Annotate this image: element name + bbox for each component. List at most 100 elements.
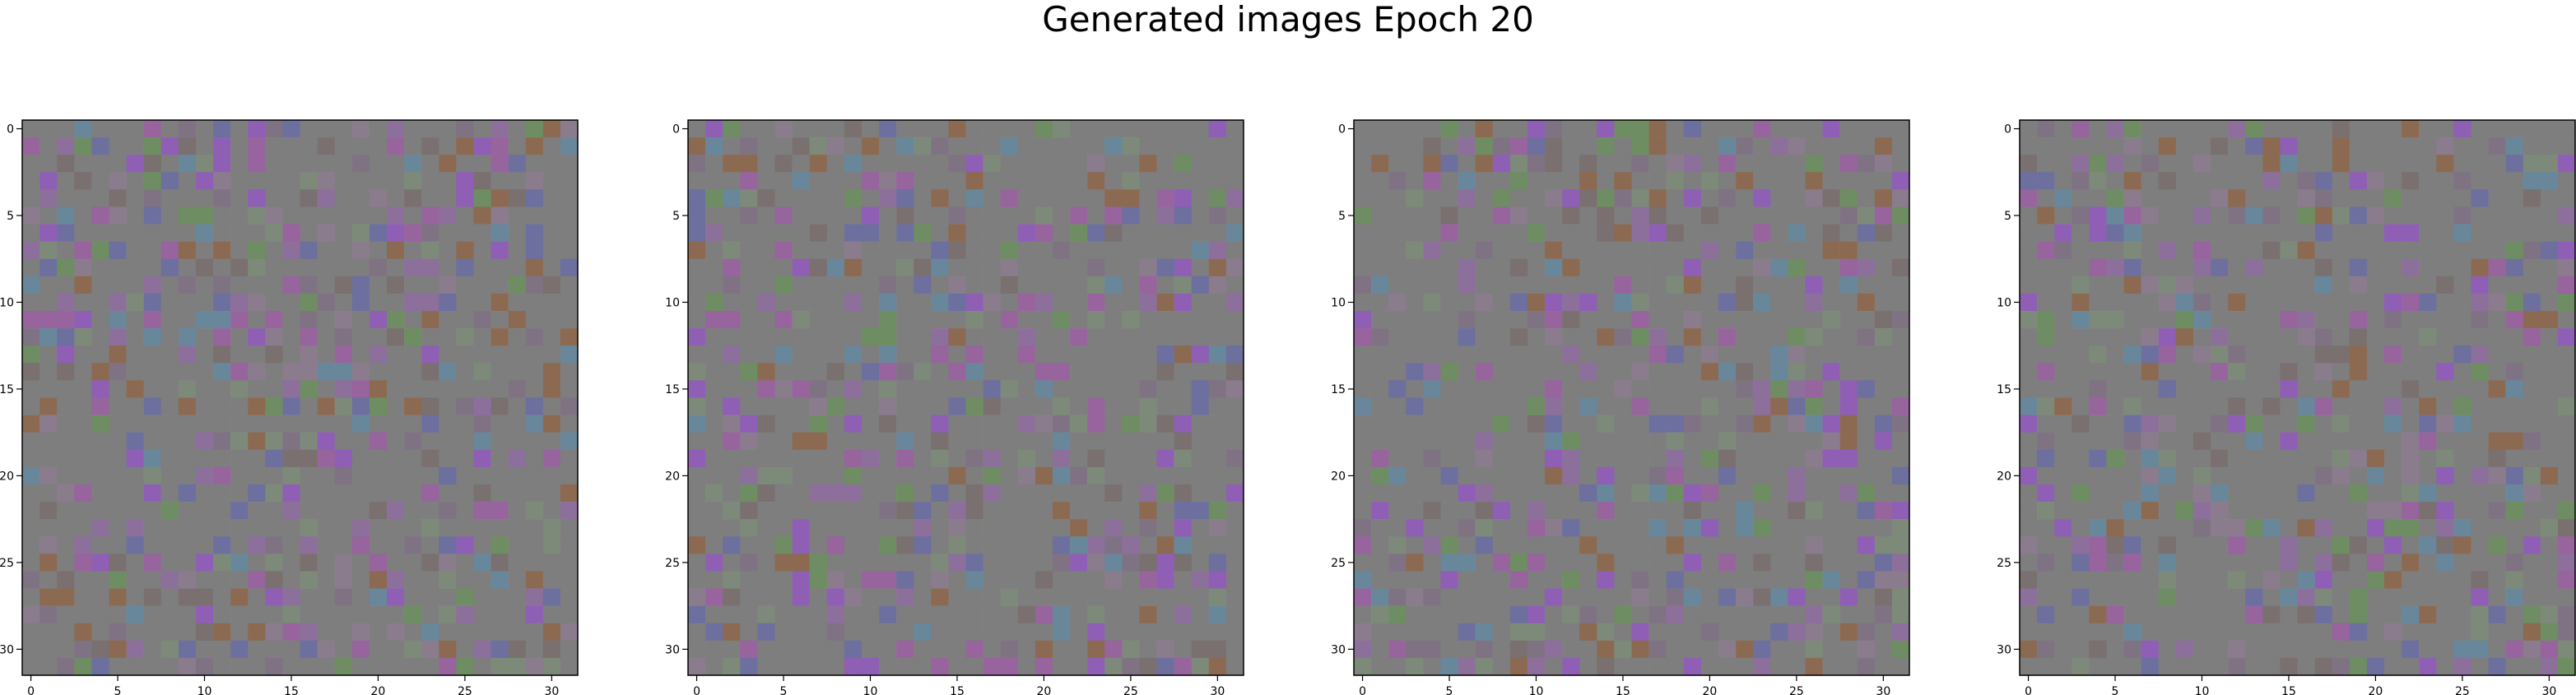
pixel-cell [265,397,283,415]
pixel-cell [844,415,863,433]
pixel-cell [178,206,197,225]
pixel-cell [1406,120,1424,138]
pixel-cell [491,571,509,589]
pixel-cell [491,293,509,312]
pixel-cell [248,311,266,329]
y-tick-label: 25 [665,557,680,570]
pixel-cell [1035,276,1053,294]
pixel-cell [1458,311,1476,329]
pixel-cell [109,432,127,451]
pixel-cell [213,380,231,398]
pixel-cell [542,605,561,624]
pixel-cell [896,276,914,294]
pixel-cell [2158,536,2177,554]
pixel-cell [421,466,439,485]
pixel-cell [1388,640,1407,659]
pixel-cell [2054,657,2072,676]
pixel-cell [2262,224,2281,242]
pixel-cell [983,172,1001,190]
pixel-cell [248,536,266,554]
pixel-cell [914,554,932,572]
pixel-cell [1492,293,1511,312]
pixel-cell [421,345,439,364]
pixel-cell [1122,571,1140,589]
pixel-cell [2366,554,2385,572]
pixel-cell [439,328,457,346]
pixel-cell [931,449,949,468]
pixel-cell [688,363,706,381]
pixel-cell [491,328,509,346]
pixel-cell [542,466,561,485]
pixel-cell [2037,519,2055,537]
pixel-cell [1035,623,1053,642]
pixel-cell [491,345,509,364]
pixel-cell [1000,241,1019,260]
pixel-cell [160,502,179,520]
pixel-cell [1104,466,1123,485]
pixel-cell [2141,258,2160,277]
pixel-cell [914,657,932,676]
pixel-cell [879,397,897,415]
pixel-cell [809,484,828,503]
pixel-cell [1070,449,1088,468]
pixel-cell [1631,241,1649,260]
pixel-cell [1440,571,1458,589]
pixel-cell [195,536,214,554]
pixel-cell [2123,397,2141,415]
pixel-cell [1839,623,1858,642]
pixel-cell [300,623,318,642]
pixel-cell [792,189,810,207]
pixel-cell [1492,397,1511,415]
pixel-cell [826,657,845,676]
pixel-cell [1475,155,1494,173]
pixel-cell [844,466,863,485]
pixel-cell [2123,536,2141,554]
pixel-cell [439,293,457,312]
pixel-cell [386,571,405,589]
pixel-cell [542,519,561,537]
x-tick-label: 10 [198,685,212,695]
pixel-cell [178,189,197,207]
pixel-cell [1805,484,1823,503]
pixel-cell [965,137,983,155]
pixel-cell [723,328,741,346]
pixel-cell [965,241,983,260]
pixel-cell [792,640,810,659]
pixel-cell [1527,432,1546,451]
pixel-cell [1017,276,1036,294]
pixel-cell [542,640,561,659]
pixel-cell [1509,206,1528,225]
pixel-cell [2505,536,2524,554]
pixel-cell [456,155,474,173]
pixel-cell [1052,519,1071,537]
pixel-cell [740,363,758,381]
pixel-cell [1874,380,1893,398]
pixel-cell [317,137,335,155]
pixel-cell [1440,258,1458,277]
pixel-cell [334,415,353,433]
pixel-cell [421,258,439,277]
pixel-cell [143,328,162,346]
pixel-cell [508,415,527,433]
pixel-cell [2314,311,2332,329]
pixel-cell [2523,172,2541,190]
pixel-cell [1579,293,1597,312]
pixel-cell [1070,363,1088,381]
pixel-cell [2262,554,2281,572]
pixel-cell [248,623,266,642]
pixel-cell [723,588,741,606]
pixel-cell [1017,657,1036,676]
pixel-cell [948,363,966,381]
pixel-cell [2488,189,2506,207]
pixel-cell [74,484,92,503]
pixel-cell [1839,155,1858,173]
pixel-cell [896,449,914,468]
pixel-cell [456,345,474,364]
pixel-cell [2071,571,2090,589]
pixel-cell [705,311,723,329]
pixel-cell [1087,189,1105,207]
pixel-cell [404,224,422,242]
pixel-cell [1191,640,1210,659]
pixel-cell [74,311,92,329]
pixel-cell [508,293,527,312]
